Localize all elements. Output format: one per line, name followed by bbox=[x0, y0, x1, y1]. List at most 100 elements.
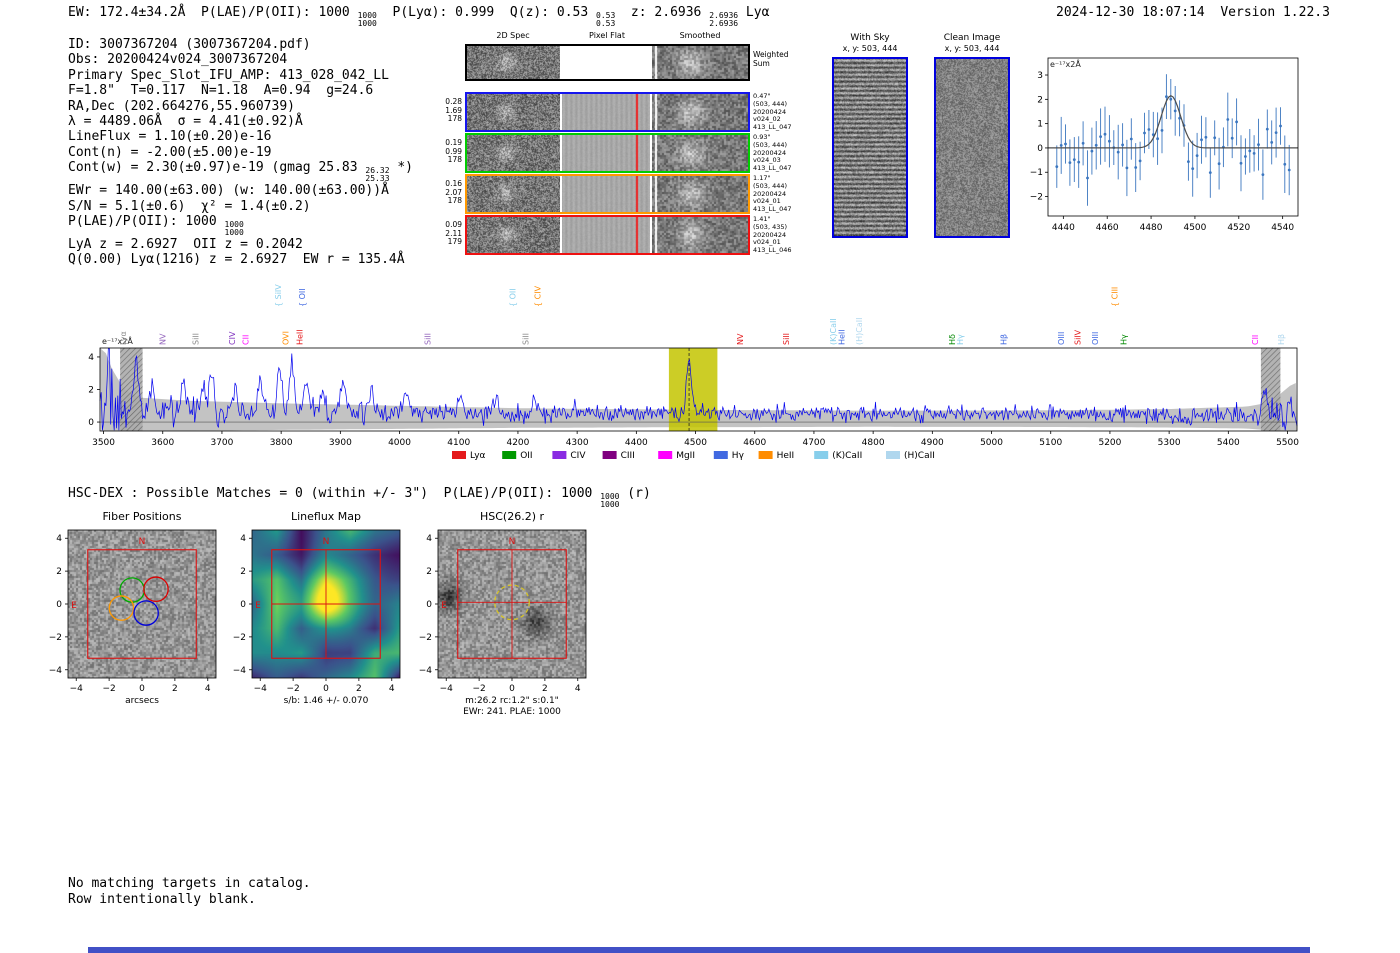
data-point bbox=[1274, 131, 1278, 134]
fraction-upper: 1000 bbox=[224, 220, 244, 230]
fraction-lower: 0.53 bbox=[596, 19, 616, 28]
info-line: RA,Dec (202.664276,55.960739) bbox=[68, 99, 413, 114]
data-point bbox=[1094, 143, 1098, 147]
lineflux-map-panel: Lineflux Map −4 −4 −2 −2 0 0 2 2 4 4 s/b: 1.46 +/- … bbox=[222, 502, 422, 727]
fraction-upper: 2.6936 bbox=[709, 11, 739, 20]
x-tick-label: −2 bbox=[102, 684, 115, 694]
zoom-plot-frame bbox=[1047, 57, 1299, 217]
summary-header: EW: 172.4±34.2Å P(LAE)/P(OII): 1000 1000… bbox=[68, 5, 769, 28]
left-label-line: 0.28 bbox=[445, 97, 462, 106]
left-label-line: 178 bbox=[447, 196, 462, 205]
spec2d-cutouts-panel: 2D Spec Pixel Flat Smoothed Weighted Sum 0.28… bbox=[0, 0, 1400, 300]
spectral-line-label: Hδ bbox=[948, 334, 957, 345]
y-tick-label: 3 bbox=[1037, 71, 1043, 81]
info-line: λ = 4489.06Å σ = 4.41(±0.92)Å bbox=[68, 114, 413, 129]
hsc-match-line: HSC-DEX : Possible Matches = 0 (within +… bbox=[68, 486, 651, 509]
cutout-row-annotation: 0.93" (503, 444) 20200424 v024_03 413_LL_047 bbox=[753, 133, 825, 173]
y-tick-label: 2 bbox=[88, 386, 94, 396]
annotation-line: (503, 435) bbox=[753, 222, 788, 231]
x-tick-label: 0 bbox=[323, 684, 329, 694]
x-tick-label: 4000 bbox=[388, 438, 411, 448]
spectral-line-label: Hβ bbox=[999, 334, 1008, 345]
x-tick-label: 3800 bbox=[270, 438, 293, 448]
sky-panel-coords: x, y: 503, 444 bbox=[944, 44, 1000, 53]
spectral-line-label: { CIV bbox=[533, 285, 542, 307]
stacked-fraction: 1000 1000 bbox=[358, 12, 377, 28]
spectral-line-label: CIV bbox=[228, 331, 237, 345]
x-tick-label: 2 bbox=[172, 684, 178, 694]
stacked-fraction: 1000 1000 bbox=[225, 221, 244, 237]
data-point bbox=[1072, 158, 1076, 161]
zoomed-spectrum-chart: 4440 4460 4480 4500 4520 4540 −2 −1 0 1 2 3 e⁻¹⁷x2Å bbox=[1030, 57, 1299, 233]
info-line: S/N = 5.1(±0.6) χ² = 1.4(±0.2) bbox=[68, 199, 413, 214]
data-point bbox=[1187, 160, 1190, 163]
x-tick-label: 2 bbox=[356, 684, 362, 694]
spectral-line-label: (H)CaII bbox=[855, 318, 864, 345]
data-point bbox=[1099, 135, 1102, 138]
panel-xlabel-2: EWr: 241. PLAE: 1000 bbox=[463, 707, 561, 717]
cutout-row-left-labels: 0.16 2.07 178 bbox=[434, 179, 462, 206]
sky-panel-title: With Sky bbox=[850, 33, 890, 43]
data-point bbox=[1191, 167, 1195, 170]
x-tick-label: 4480 bbox=[1140, 223, 1163, 233]
spec2d-row bbox=[465, 44, 750, 81]
spec2d-row bbox=[465, 92, 750, 132]
data-point bbox=[1129, 137, 1133, 141]
data-point bbox=[1279, 124, 1282, 128]
clean-image-panel: Clean Image x, y: 503, 444 bbox=[934, 30, 1010, 242]
x-tick-label: −2 bbox=[472, 684, 485, 694]
cutout-smoothed-image bbox=[652, 217, 748, 253]
y-tick-label: 2 bbox=[1037, 95, 1043, 105]
text-segment: HSC-DEX : Possible Matches = 0 (within +… bbox=[68, 486, 601, 501]
left-label-line: 178 bbox=[447, 155, 462, 164]
lineflux-image bbox=[252, 530, 400, 678]
data-point bbox=[1077, 160, 1081, 164]
cutout-smoothed-image bbox=[652, 46, 748, 79]
legend-label: CIII bbox=[621, 451, 635, 461]
info-line: Cont(n) = -2.00(±5.00)e-19 bbox=[68, 145, 413, 160]
annotation-line: 20200424 bbox=[753, 107, 787, 116]
text-segment: P(Lyα): 0.999 Q(z): 0.53 bbox=[376, 5, 597, 20]
left-label-line: 1.69 bbox=[445, 105, 462, 115]
data-point bbox=[1125, 166, 1129, 170]
text-segment: *) bbox=[389, 160, 413, 176]
x-tick-label: 4600 bbox=[743, 438, 766, 448]
full-spectrum-chart: 3500 3600 3700 3800 3900 4000 4100 4200 4300 4400… bbox=[88, 284, 1299, 461]
data-point bbox=[1265, 127, 1269, 131]
y-tick-label: 1 bbox=[1037, 120, 1043, 130]
panel-title: Fiber Positions bbox=[102, 510, 182, 523]
x-tick-label: 4800 bbox=[862, 438, 885, 448]
spec2d-row bbox=[465, 215, 750, 255]
info-line: Obs: 20200424v024_3007367204 bbox=[68, 52, 413, 67]
spectrum-unit-label: e⁻¹⁷x2Å bbox=[102, 335, 133, 346]
data-point bbox=[1235, 120, 1238, 124]
x-tick-label: −2 bbox=[286, 684, 299, 694]
left-label-line: 2.11 bbox=[445, 228, 462, 238]
text-segment: Cont(w) = 2.30(±0.97)e-19 (gmag 25.83 bbox=[68, 160, 366, 176]
x-tick-label: 5200 bbox=[1098, 438, 1121, 448]
spec2d-column-header: Smoothed bbox=[679, 31, 721, 40]
x-tick-label: −4 bbox=[254, 684, 268, 694]
fraction-lower: 1000 bbox=[357, 19, 377, 28]
x-tick-label: 4440 bbox=[1052, 223, 1075, 233]
text-segment: S/N = 5.1(±0.6) χ² = 1.4(±0.2) bbox=[68, 198, 311, 214]
cutout-row-left-labels: 0.19 0.99 178 bbox=[434, 138, 462, 165]
sky-panel-title: Clean Image bbox=[943, 33, 1001, 43]
spectral-line-label: SiIV bbox=[1073, 329, 1082, 345]
fiber-image bbox=[68, 530, 216, 678]
cutout-row-annotation: 1.41" (503, 435) 20200424 v024_01 413_LL_046 bbox=[753, 215, 825, 255]
spectral-line-label: CII bbox=[242, 335, 251, 345]
info-line: F=1.8" T=0.117 N=1.18 A=0.94 g=24.6 bbox=[68, 83, 413, 98]
spectral-line-label: Hβ bbox=[1277, 334, 1286, 345]
x-tick-label: 4 bbox=[389, 684, 395, 694]
footer-notes: No matching targets in catalog. Row inte… bbox=[68, 876, 311, 907]
legend-swatch bbox=[552, 451, 567, 459]
spectral-line-label: Hγ bbox=[956, 334, 965, 345]
x-tick-label: 3600 bbox=[151, 438, 174, 448]
cutout-pixelflat-image bbox=[562, 176, 650, 212]
text-segment: P(LAE)/P(OII): 1000 bbox=[68, 214, 225, 230]
annotation-line: 1.41" bbox=[753, 215, 771, 223]
text-segment: Cont(n) = -2.00(±5.00)e-19 bbox=[68, 144, 272, 160]
info-line: LyA z = 2.6927 OII z = 0.2042 bbox=[68, 237, 413, 252]
x-tick-label: 5400 bbox=[1217, 438, 1240, 448]
